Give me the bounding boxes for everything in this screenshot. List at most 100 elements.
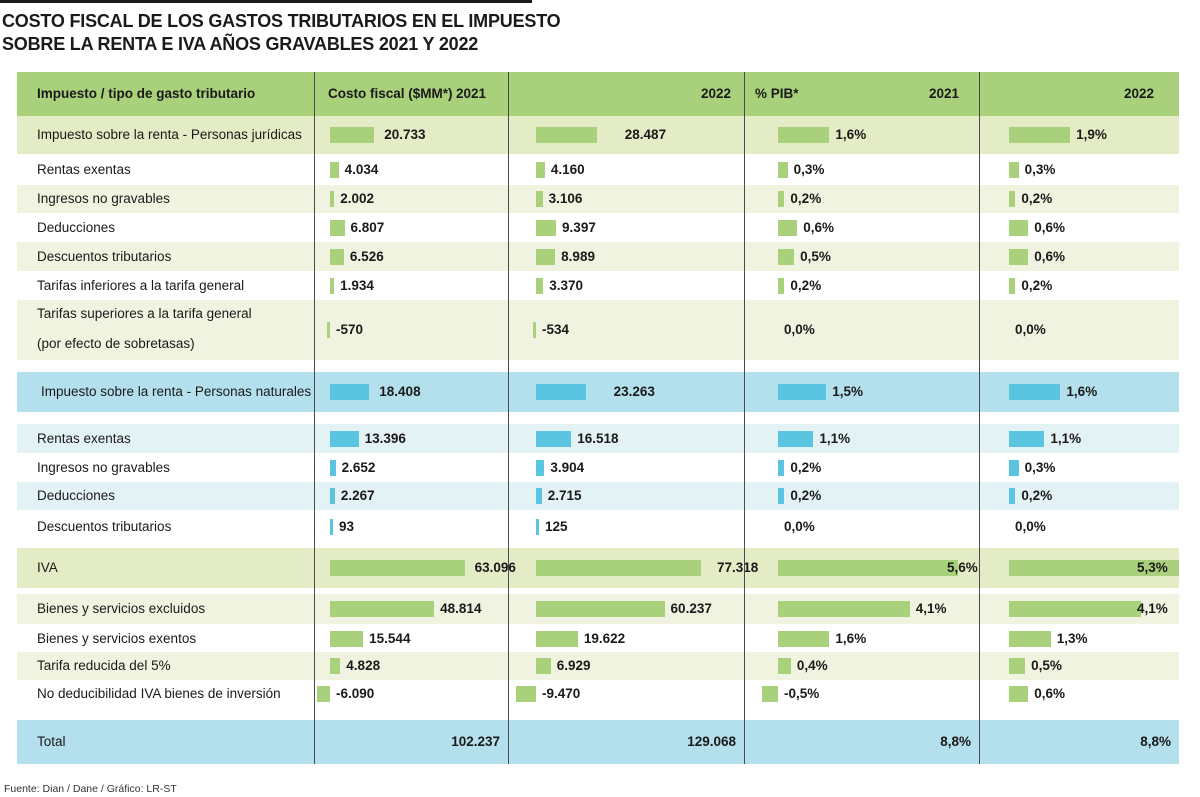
value-bar: [1009, 460, 1019, 476]
table-row: Deducciones 6.807 9.397 0,6% 0,6%: [17, 213, 1179, 242]
row-label: Ingresos no gravables: [37, 191, 170, 206]
value-label: 0,2%: [1021, 278, 1053, 293]
header-pib: % PIB*: [755, 86, 799, 101]
table-row: No deducibilidad IVA bienes de inversión…: [17, 680, 1179, 708]
value-label: 93: [339, 519, 355, 534]
value-bar: [778, 631, 830, 647]
value-label: 4,1%: [1137, 601, 1168, 616]
value-label: 48.814: [440, 601, 482, 616]
divider-3: [744, 72, 745, 764]
value-bar: [330, 162, 339, 178]
value-bar: [778, 162, 788, 178]
value-label: 0,3%: [1024, 162, 1056, 177]
total-row: Total 102.237 129.068 8,8% 8,8%: [17, 720, 1179, 764]
value-bar: [330, 658, 341, 674]
value-label: 13.396: [364, 431, 406, 446]
value-label: 1,6%: [1066, 384, 1098, 399]
row-label: Deducciones: [37, 220, 116, 235]
value-label: 2.002: [340, 191, 375, 206]
value-bar: [1009, 162, 1019, 178]
table-row: Ingresos no gravables 2.002 3.106 0,2% 0,2%: [17, 185, 1179, 213]
value-bar: [1009, 220, 1029, 236]
value-bar: [778, 278, 785, 294]
row-label: Impuesto sobre la renta - Personas natur…: [41, 384, 312, 399]
value-label: 0,2%: [1021, 488, 1053, 503]
value-bar: [536, 631, 578, 647]
chart-title: COSTO FISCAL DE LOS GASTOS TRIBUTARIOS E…: [2, 10, 602, 56]
value-label: 28.487: [624, 127, 667, 142]
value-bar: [1009, 601, 1141, 617]
divider-2: [508, 72, 509, 764]
value-bar: [778, 601, 910, 617]
value-label: 2.267: [340, 488, 375, 503]
value-label: 3.370: [549, 278, 583, 293]
value-bar: [778, 191, 785, 207]
value-bar: [1009, 631, 1051, 647]
value-bar: [778, 560, 958, 576]
value-bar: [536, 658, 551, 674]
value-label: 5,3%: [1137, 560, 1168, 575]
value-label: 4.828: [346, 658, 381, 673]
value-label: 1,6%: [835, 127, 867, 142]
value-bar: [536, 488, 542, 504]
value-label: 2.652: [341, 460, 376, 475]
value-bar: [330, 601, 435, 617]
divider-4: [979, 72, 980, 764]
value-label: 125: [545, 519, 568, 534]
value-label: -534: [542, 322, 570, 337]
header-cost-2022: 2022: [701, 86, 732, 101]
value-label: 0,6%: [803, 220, 835, 235]
value-bar: [1009, 191, 1016, 207]
table-row: Rentas exentas 4.034 4.160 0,3% 0,3%: [17, 154, 1179, 185]
value-bar: [330, 220, 345, 236]
value-bar: [536, 519, 539, 535]
value-bar: [1009, 658, 1026, 674]
value-label: -570: [336, 322, 364, 337]
value-label: 1,1%: [819, 431, 851, 446]
header-pib-2022: 2022: [1124, 86, 1155, 101]
value-bar: [330, 278, 335, 294]
value-label: 9.397: [562, 220, 596, 235]
value-label: 23.263: [613, 384, 655, 399]
value-label: 4.160: [550, 162, 585, 177]
value-label: 0,2%: [790, 460, 822, 475]
value-label: 0,2%: [790, 488, 822, 503]
value-label: -9.470: [542, 686, 581, 701]
divider-1: [314, 72, 315, 764]
table-row: Tarifas inferiores a la tarifa general 1.…: [17, 271, 1179, 300]
row-label: IVA: [37, 560, 58, 575]
value-bar: [778, 249, 795, 265]
value-label: 15.544: [369, 631, 411, 646]
value-bar: [536, 431, 572, 447]
row-label: Descuentos tributarios: [37, 249, 172, 264]
value-label: 63.096: [474, 560, 516, 575]
value-bar: [317, 686, 330, 702]
value-bar: [515, 686, 536, 702]
row-label: Tarifas inferiores a la tarifa general: [37, 278, 245, 293]
row-label: Tarifas superiores a la tarifa general: [37, 306, 252, 321]
title-line-2: SOBRE LA RENTA E IVA AÑOS GRAVABLES 2021…: [2, 34, 479, 54]
value-label: 77.318: [717, 560, 759, 575]
value-bar: [1009, 127, 1071, 143]
value-label: 8,8%: [1140, 734, 1171, 749]
group-row: Impuesto sobre la renta - Personas juríd…: [17, 116, 1179, 154]
table-header: Impuesto / tipo de gasto tributario Cost…: [17, 72, 1179, 116]
row-label: Rentas exentas: [37, 431, 131, 446]
value-label: 3.106: [548, 191, 583, 206]
value-label: 1,5%: [832, 384, 863, 399]
value-bar: [778, 220, 798, 236]
value-label: 1.934: [340, 278, 374, 293]
value-bar: [330, 127, 375, 143]
table-row: Descuentos tributarios 6.526 8.989 0,5% 0,6%: [17, 242, 1179, 271]
value-label: 8,8%: [940, 734, 971, 749]
value-label: 102.237: [451, 734, 500, 749]
row-label: Rentas exentas: [37, 162, 131, 177]
value-bar: [761, 686, 778, 702]
table-row: Bienes y servicios excluidos 48.814 60.237…: [17, 594, 1179, 624]
value-bar: [778, 658, 791, 674]
value-label: 0,6%: [1034, 686, 1066, 701]
value-bar: [778, 127, 830, 143]
header-cost-2021: 2021: [456, 86, 487, 101]
table-row: Tarifa reducida del 5% 4.828 6.929 0,4% 0,5%: [17, 652, 1179, 680]
value-label: 2.715: [547, 488, 582, 503]
